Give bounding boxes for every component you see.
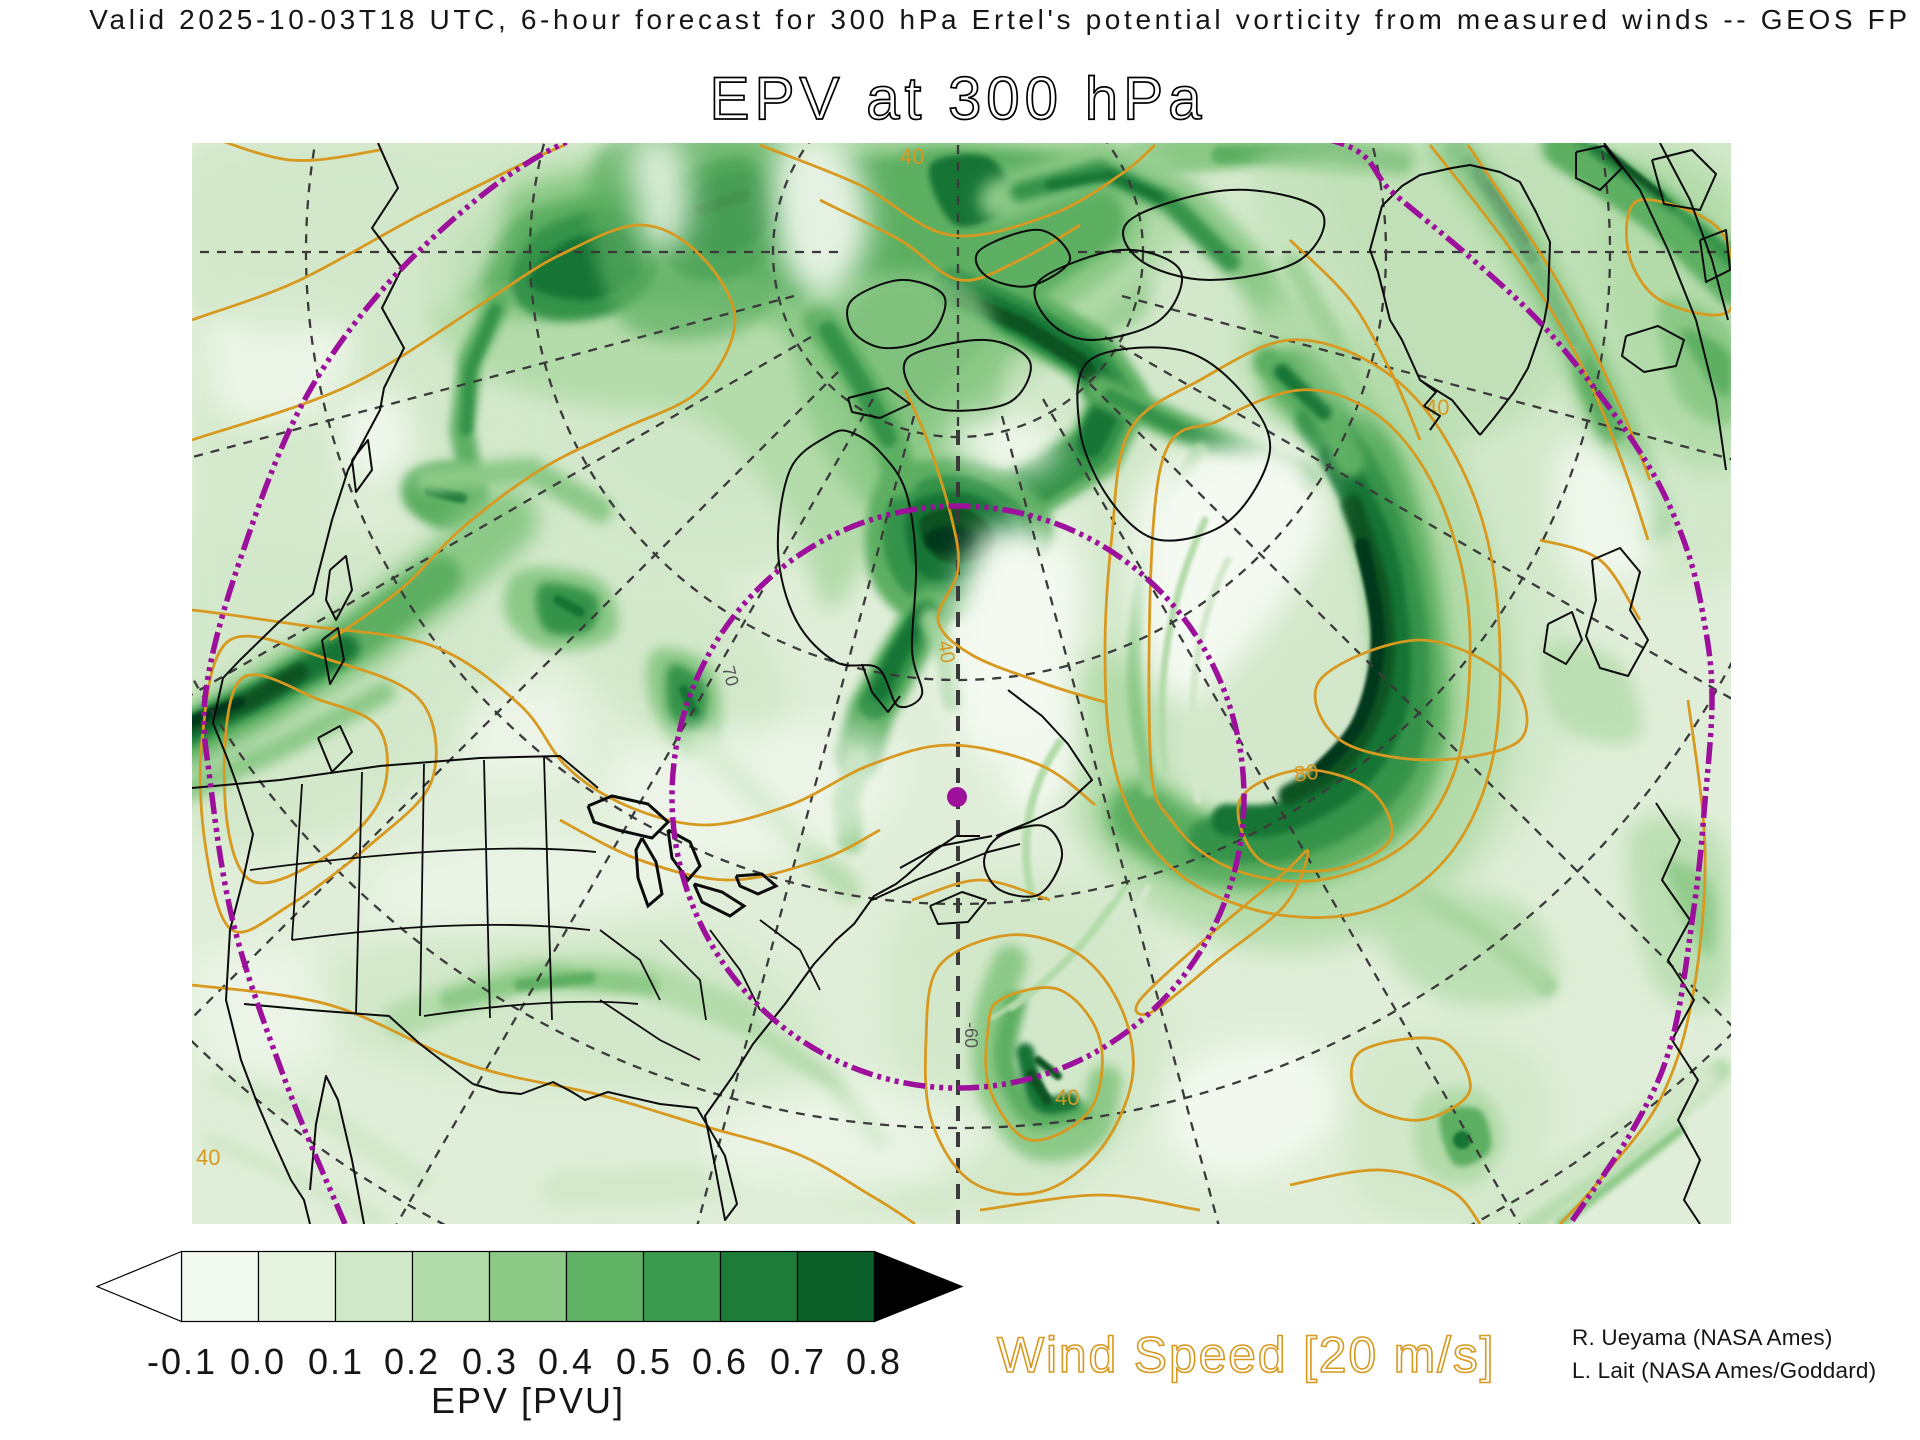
svg-text:-60: -60 bbox=[961, 1022, 981, 1048]
svg-text:EPV at 300 hPa: EPV at 300 hPa bbox=[710, 65, 1207, 132]
svg-text:-0.1: -0.1 bbox=[147, 1341, 217, 1382]
svg-text:0.8: 0.8 bbox=[846, 1341, 902, 1382]
svg-text:0.6: 0.6 bbox=[692, 1341, 748, 1382]
svg-text:40: 40 bbox=[933, 639, 959, 665]
svg-text:0.4: 0.4 bbox=[538, 1341, 594, 1382]
svg-text:R. Ueyama (NASA Ames): R. Ueyama (NASA Ames) bbox=[1572, 1325, 1833, 1350]
svg-text:40: 40 bbox=[1055, 1085, 1079, 1110]
svg-text:Wind Speed [20 m/s]: Wind Speed [20 m/s] bbox=[997, 1327, 1495, 1383]
svg-text:0.7: 0.7 bbox=[770, 1341, 826, 1382]
svg-text:EPV [PVU]: EPV [PVU] bbox=[431, 1380, 625, 1421]
svg-text:40: 40 bbox=[900, 144, 924, 169]
svg-text:40: 40 bbox=[1425, 395, 1449, 420]
svg-text:0.0: 0.0 bbox=[230, 1341, 286, 1382]
svg-text:0.3: 0.3 bbox=[462, 1341, 518, 1382]
svg-text:40: 40 bbox=[196, 1145, 220, 1170]
svg-text:Valid 2025-10-03T18 UTC, 6-hou: Valid 2025-10-03T18 UTC, 6-hour forecast… bbox=[89, 4, 1910, 35]
svg-text:80: 80 bbox=[1292, 759, 1320, 787]
svg-text:0.2: 0.2 bbox=[384, 1341, 440, 1382]
svg-text:L. Lait (NASA Ames/Goddard): L. Lait (NASA Ames/Goddard) bbox=[1572, 1358, 1876, 1383]
svg-text:0.1: 0.1 bbox=[308, 1341, 364, 1382]
svg-text:0.5: 0.5 bbox=[616, 1341, 672, 1382]
